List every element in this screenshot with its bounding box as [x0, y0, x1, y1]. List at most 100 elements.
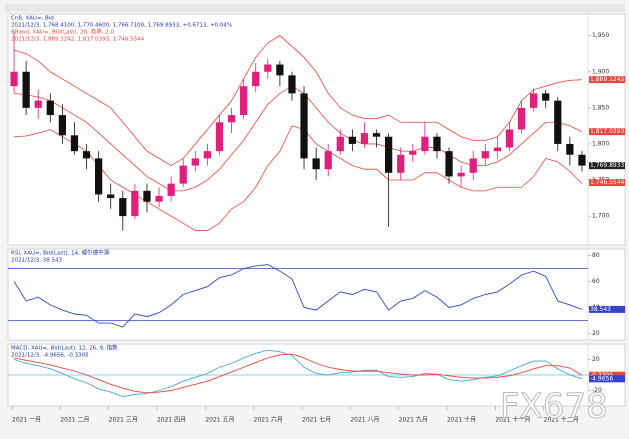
value-tag — [589, 179, 625, 187]
candle-body — [276, 64, 284, 76]
candle-body — [107, 194, 115, 199]
candle-body — [505, 129, 514, 148]
candle-body — [530, 93, 538, 108]
candle-body — [22, 71, 30, 108]
panel-title: Cn8, XAU=, Bid — [11, 16, 54, 22]
x-tick-label: 2021 九月 — [399, 416, 428, 424]
value-tag — [589, 162, 625, 170]
candle-body — [82, 151, 91, 159]
y-tick-label: 60 — [592, 278, 600, 285]
panel — [7, 248, 626, 341]
candle-body — [264, 64, 272, 72]
watermark: FX678 — [500, 387, 608, 427]
candle-body — [46, 100, 54, 116]
x-tick-label: 2021 十月 — [447, 416, 476, 424]
candle-body — [469, 158, 477, 173]
x-tick-label: 2021 一月 — [12, 417, 41, 424]
candle-body — [191, 158, 199, 166]
y-tick-label: 1,900 — [592, 68, 609, 75]
y-tick-label: 20 — [592, 356, 600, 363]
candle-body — [566, 143, 574, 155]
y-tick-label: 1,850 — [592, 104, 609, 111]
top-strip — [5, 4, 625, 12]
candle-body — [457, 172, 465, 177]
panel-subtitle: 2021/12/3, -4.9656, -0.3305 — [11, 353, 89, 359]
candle-body — [119, 198, 127, 217]
candle-body — [240, 86, 248, 116]
value-tag-label: 38.543 — [590, 306, 611, 313]
candle-body — [409, 151, 417, 155]
candle-body — [300, 93, 308, 159]
bollinger-band — [13, 85, 583, 192]
candle-body — [143, 190, 151, 202]
value-tag-label: 1,889.1242 — [590, 76, 625, 83]
candle-body — [493, 147, 501, 152]
value-tag — [589, 128, 625, 136]
panel-subtitle: 2021/12/3, 38.543 — [11, 258, 62, 264]
bollinger-band — [13, 35, 582, 167]
candle-body — [70, 135, 79, 152]
x-tick-label: 2021 七月 — [302, 416, 331, 424]
value-tag-label: 1,817.0393 — [590, 128, 625, 135]
x-tick-label: 2021 四月 — [157, 417, 186, 424]
candle-body — [542, 93, 550, 101]
y-tick-label: 1,800 — [592, 140, 609, 147]
candle-body — [445, 151, 453, 177]
candle-body — [372, 133, 381, 137]
panel-title: MACD, XAU=, Bid(Last), 12, 26, 9, 指数 — [11, 344, 118, 352]
value-tag — [589, 76, 625, 84]
candle-body — [131, 190, 139, 217]
indicator-line — [13, 349, 583, 398]
bollinger-band — [14, 125, 583, 231]
x-tick-label: 2021 十一月 — [495, 416, 530, 424]
candle-body — [10, 71, 18, 87]
y-tick-label: -20 — [592, 387, 602, 394]
candle-body — [336, 136, 344, 152]
x-tick-label: 2021 八月 — [350, 417, 379, 424]
x-tick-label: 2021 五月 — [205, 417, 234, 424]
candle-body — [578, 154, 586, 166]
candle-body — [203, 151, 211, 159]
x-tick-label: 2021 三月 — [109, 417, 138, 424]
candle-body — [179, 165, 187, 184]
panel — [7, 13, 626, 246]
x-tick-label: 2021 二月 — [60, 417, 89, 424]
band-title: BBand, XAU=, Bid(Last), 20, 简单, 2.0 — [11, 28, 114, 36]
candle-body — [227, 115, 236, 123]
candle-body — [348, 136, 356, 144]
indicator-line — [13, 264, 583, 328]
x-tick-label: 2021 六月 — [254, 416, 283, 424]
value-tag — [589, 375, 625, 383]
band-subtitle: 2021/12/3, 1,889.1242, 1,817.0393, 1,746… — [11, 37, 145, 43]
candle-body — [554, 100, 562, 144]
value-tag-label: 1,746.5544 — [590, 179, 625, 186]
candle-body — [167, 183, 175, 196]
value-tag — [589, 371, 625, 379]
candle-body — [360, 133, 369, 144]
value-tag-label: -4.9656 — [590, 375, 613, 382]
candle-body — [215, 122, 224, 152]
panel-subtitle: 2021/12/3, 1,768.4100, 1,770.4600, 1,766… — [11, 23, 232, 29]
candle-body — [397, 154, 405, 173]
candle-body — [385, 136, 393, 173]
value-tag-label: 1,769.8933 — [590, 162, 625, 169]
y-tick-label: 80 — [592, 252, 600, 259]
value-tag — [589, 305, 625, 313]
candle-body — [421, 136, 429, 152]
candle-body — [288, 75, 296, 94]
candle-body — [58, 115, 66, 136]
y-tick-label: 1,700 — [592, 213, 609, 220]
candle-body — [34, 100, 42, 108]
x-tick-label: 2021 十二月 — [544, 416, 579, 424]
y-tick-label: 20 — [592, 330, 600, 337]
candle-body — [312, 158, 320, 170]
panel-title: RSI, XAU=, Bid(Last), 14, 威尔德平滑 — [11, 249, 110, 257]
candle-body — [95, 158, 103, 195]
candle-body — [252, 71, 260, 87]
y-tick-label: 1,950 — [592, 32, 609, 39]
candle-body — [433, 136, 441, 152]
value-tag-label: -0.3305 — [590, 372, 613, 379]
candle-body — [481, 151, 489, 159]
candle-body — [324, 151, 332, 170]
